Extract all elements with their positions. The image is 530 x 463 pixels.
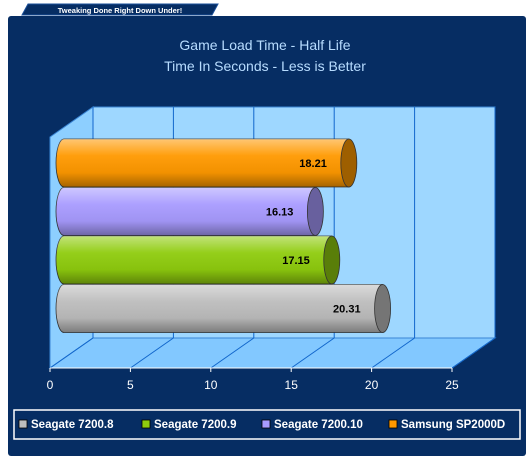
legend-item: Seagate 7200.10 bbox=[261, 419, 363, 431]
bar-value-label: 16.13 bbox=[266, 207, 294, 219]
legend-swatch bbox=[18, 419, 28, 429]
x-tick-label: 20 bbox=[365, 378, 379, 392]
bar-shading bbox=[56, 187, 316, 236]
gridline-floor bbox=[130, 337, 174, 369]
bar-end-cap bbox=[340, 138, 358, 188]
bar-end-cap bbox=[323, 235, 341, 285]
chart-title: Game Load Time - Half Life bbox=[179, 37, 350, 53]
bar-shading bbox=[56, 236, 332, 284]
bar-end-cap bbox=[306, 187, 324, 236]
legend-label: Seagate 7200.8 bbox=[31, 419, 114, 431]
legend-item: Seagate 7200.9 bbox=[141, 419, 236, 431]
gridline-floor bbox=[210, 337, 255, 369]
legend-label: Samsung SP2000D bbox=[401, 419, 505, 431]
bar-value-label: 17.15 bbox=[282, 255, 310, 267]
x-tick-label: 0 bbox=[47, 378, 54, 392]
x-tick-label: 5 bbox=[127, 378, 134, 392]
legend-label: Seagate 7200.10 bbox=[274, 419, 363, 431]
legend-swatch bbox=[388, 419, 398, 429]
x-tick-label: 15 bbox=[285, 378, 299, 392]
bar-seagate-7200-8: 20.31 bbox=[55, 284, 391, 333]
gridline-floor bbox=[49, 337, 94, 369]
x-tick-label: 10 bbox=[204, 378, 218, 392]
gridline-floor bbox=[290, 337, 335, 369]
legend: Seagate 7200.8 Seagate 7200.9 Seagate 7200… bbox=[13, 409, 521, 440]
bar-samsung-sp2000d: 18.21 bbox=[55, 138, 358, 188]
legend-item: Samsung SP2000D bbox=[388, 419, 505, 431]
bar-seagate-7200-10: 16.13 bbox=[55, 187, 324, 236]
bar-end-cap bbox=[374, 284, 391, 333]
banner-text: Tweaking Done Right Down Under! bbox=[58, 6, 182, 15]
x-axis-ticks: 0 5 10 15 20 25 bbox=[47, 368, 459, 392]
banner: Tweaking Done Right Down Under! bbox=[21, 3, 219, 16]
gridline-floor bbox=[451, 337, 496, 369]
chart-subtitle: Time In Seconds - Less is Better bbox=[164, 58, 366, 74]
bars: 20.31 17.15 16.13 18.21 bbox=[55, 138, 391, 333]
legend-item: Seagate 7200.8 bbox=[18, 419, 114, 431]
bar-value-label: 20.31 bbox=[333, 304, 361, 316]
bar-shading bbox=[56, 284, 383, 333]
bar-seagate-7200-9: 17.15 bbox=[55, 235, 341, 285]
legend-swatch bbox=[261, 419, 271, 429]
bar-shading bbox=[56, 139, 349, 187]
legend-label: Seagate 7200.9 bbox=[154, 419, 236, 431]
legend-swatch bbox=[141, 419, 151, 429]
gridline-floor bbox=[371, 337, 415, 369]
x-tick-label: 25 bbox=[445, 378, 459, 392]
plot-floor bbox=[48, 337, 497, 369]
bar-value-label: 18.21 bbox=[299, 158, 327, 170]
